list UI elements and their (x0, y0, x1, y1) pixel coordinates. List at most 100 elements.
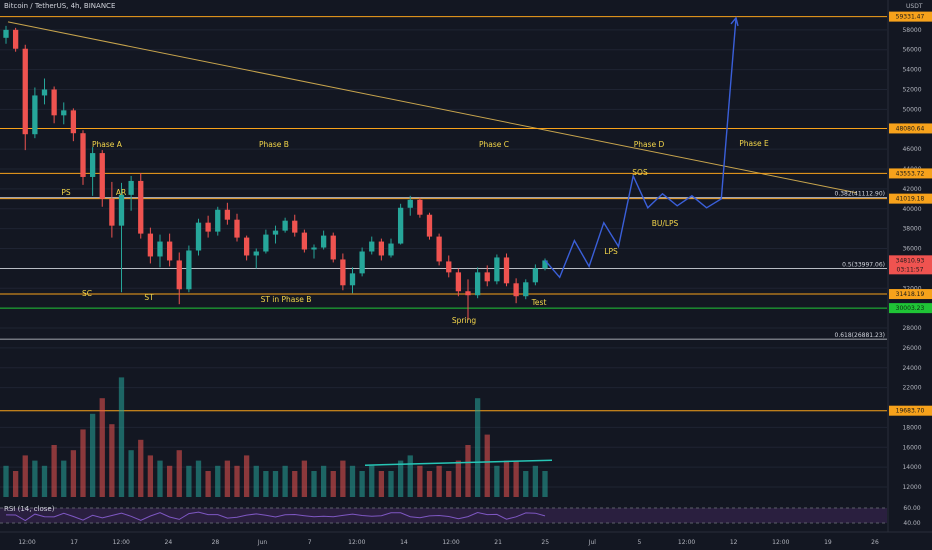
countdown-timer: 03:11:57 (897, 266, 924, 273)
volume-bar (369, 465, 375, 497)
price-level-value: 34810.93 (896, 257, 925, 264)
price-axis-tick: 36000 (902, 246, 921, 253)
annotation-label: SC (82, 289, 92, 298)
candle-body (61, 110, 67, 116)
time-axis-tick: 25 (541, 539, 549, 546)
candle-body (474, 272, 481, 296)
price-axis-tick: 18000 (902, 424, 921, 431)
candle-body (397, 207, 404, 244)
time-axis-tick: 26 (871, 539, 879, 546)
candle-body (195, 222, 202, 251)
candle-body (542, 260, 548, 269)
price-level-value: 59331.47 (896, 14, 925, 21)
volume-bar (263, 471, 269, 497)
volume-bar (234, 465, 240, 497)
time-axis-tick: 12:00 (442, 539, 459, 546)
volume-trendline (364, 459, 553, 466)
volume-bar (359, 471, 365, 497)
price-unit-label: USDT (906, 3, 923, 10)
volume-bar (320, 465, 327, 497)
candle-body (157, 241, 163, 257)
price-level-tag (889, 168, 932, 179)
candle-body (340, 259, 346, 286)
annotation-label: AR (116, 188, 126, 197)
volume-bar (494, 465, 500, 497)
candle-body (503, 257, 510, 284)
volume-bar (99, 398, 105, 497)
price-axis-tick: 14000 (902, 464, 921, 471)
price-axis-tick: 22000 (902, 385, 921, 392)
candle-body (292, 220, 298, 233)
candle-body (12, 29, 19, 49)
rsi-axis-label: 60.00 (903, 505, 920, 512)
volume-bar (109, 424, 115, 497)
candle-body (243, 237, 250, 256)
candle-body (99, 153, 105, 199)
annotation-label: ST in Phase B (261, 295, 312, 304)
price-level-tag (889, 11, 932, 22)
candle-body (32, 95, 38, 135)
fib-level-label: 0.618(26881.23) (835, 332, 886, 339)
annotation-label: SOS (632, 168, 648, 177)
volume-bar (70, 450, 77, 497)
volume-bar (282, 465, 288, 497)
price-level-tag (889, 405, 932, 416)
volume-bar (474, 398, 481, 497)
volume-bar (513, 460, 519, 497)
price-axis-tick: 52000 (902, 86, 921, 93)
volume-bar (186, 465, 192, 497)
time-axis-tick: Jul (588, 539, 597, 546)
volume-bar (340, 460, 346, 497)
volume-bar (3, 465, 9, 497)
volume-bar (157, 460, 163, 497)
volume-bar (51, 445, 57, 497)
time-axis-tick: 12:00 (348, 539, 365, 546)
projection-arrowhead (730, 16, 739, 27)
candle-body (176, 260, 182, 290)
volume-bar (166, 465, 173, 497)
volume-bar (330, 471, 336, 497)
volume-bar (349, 465, 356, 497)
symbol-header: Bitcoin / TetherUS, 4h, BINANCE (4, 2, 116, 10)
descending-trendline (7, 21, 858, 194)
volume-bar (301, 460, 308, 497)
volume-bar (176, 450, 182, 497)
annotation-label: Phase B (259, 140, 289, 149)
time-axis-tick: 24 (165, 539, 173, 546)
price-axis-tick: 56000 (902, 47, 921, 54)
price-axis-tick: 46000 (902, 146, 921, 153)
candle-body (330, 235, 336, 260)
volume-bar (89, 413, 96, 497)
candle-body (263, 234, 269, 252)
candle-body (272, 230, 279, 235)
price-level-value: 30003.23 (896, 305, 925, 312)
price-level-value: 41019.18 (896, 196, 925, 203)
volume-bar (446, 471, 452, 497)
price-level-value: 48080.64 (896, 125, 925, 132)
candle-body (128, 180, 134, 195)
annotation-label: PS (61, 188, 71, 197)
price-level-tag (889, 193, 932, 204)
candle-body (465, 291, 471, 296)
volume-bar (32, 460, 38, 497)
candle-body (436, 236, 442, 262)
volume-bar (253, 465, 259, 497)
time-axis-tick: 5 (638, 539, 642, 546)
volume-bar (436, 465, 442, 497)
volume-bar (455, 460, 462, 497)
price-level-value: 31418.19 (896, 291, 925, 298)
candle-body (41, 89, 48, 96)
volume-bar (397, 460, 404, 497)
volume-bar (417, 465, 423, 497)
price-axis-tick: 12000 (902, 484, 921, 491)
candle-body (70, 110, 77, 134)
candle-body (301, 232, 308, 250)
volume-bar (41, 465, 48, 497)
candle-body (417, 199, 423, 215)
volume-bar (542, 471, 548, 497)
candle-body (186, 250, 192, 290)
volume-bar (378, 471, 385, 497)
candle-body (282, 220, 288, 231)
rsi-indicator-label: RSI (14, close) (4, 505, 55, 513)
